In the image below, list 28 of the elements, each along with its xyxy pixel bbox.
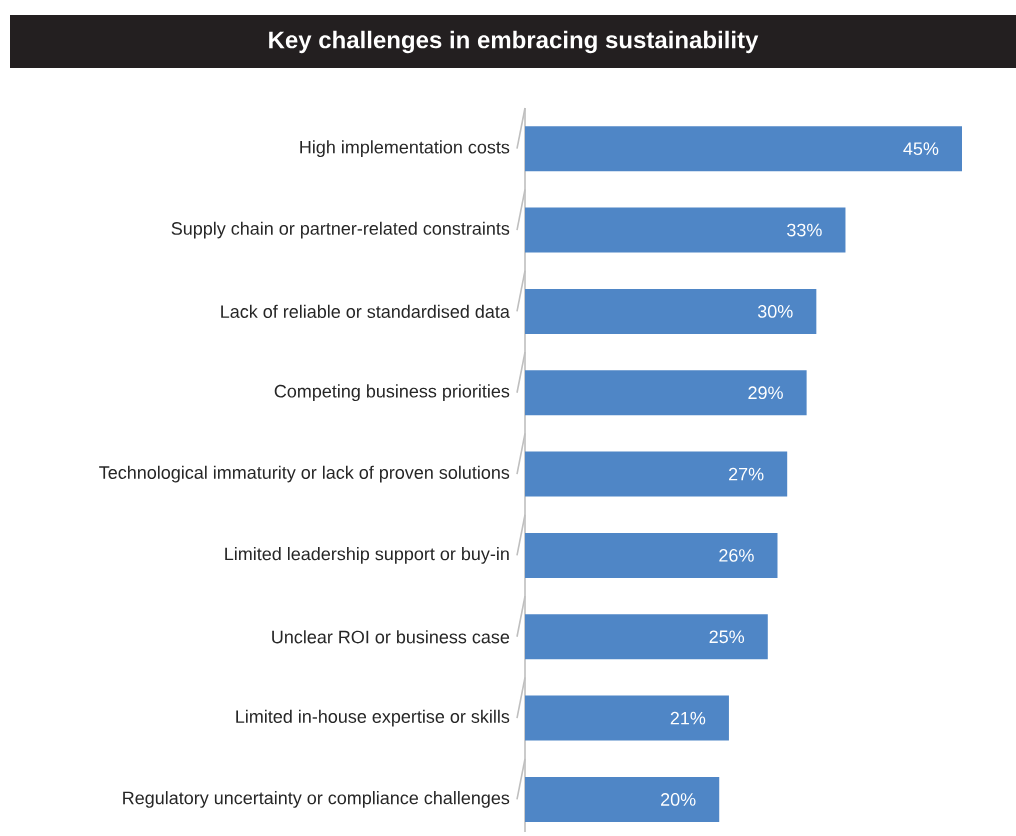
y-tick-label: Limited in-house expertise or skills xyxy=(236,709,510,727)
data-label: 20% xyxy=(661,793,696,806)
bar xyxy=(525,695,729,741)
data-label: 29% xyxy=(748,386,783,400)
y-tick-label: Competing business priorities xyxy=(274,384,510,402)
bar xyxy=(525,207,846,253)
y-tick-label: Technological immaturity or lack of proven solutions xyxy=(99,465,510,483)
bar xyxy=(525,451,788,497)
bar xyxy=(525,370,807,416)
data-label: 30% xyxy=(757,305,793,318)
chart-title: Key challenges in embracing sustainability xyxy=(269,30,759,54)
bar xyxy=(525,776,720,822)
data-label: 25% xyxy=(709,630,745,644)
data-label: 45% xyxy=(903,142,939,156)
y-tick-label: Regulatory uncertainty or compliance challenges xyxy=(123,791,510,808)
bar xyxy=(525,532,778,578)
y-tick-label: High implementation costs xyxy=(300,140,510,158)
y-tick-label: Supply chain or partner-related constraints xyxy=(171,221,510,239)
y-tick-label: Limited leadership support or buy-in xyxy=(225,547,509,564)
data-label: 27% xyxy=(729,467,764,481)
y-tick-label: Lack of reliable or standardised data xyxy=(221,304,510,318)
bar xyxy=(525,126,962,172)
bar xyxy=(525,614,768,660)
data-label: 21% xyxy=(670,711,706,725)
data-label: 26% xyxy=(719,549,754,562)
y-tick-label: Unclear ROI or business case xyxy=(272,630,510,644)
bar xyxy=(525,288,817,334)
data-label: 33% xyxy=(787,223,822,237)
